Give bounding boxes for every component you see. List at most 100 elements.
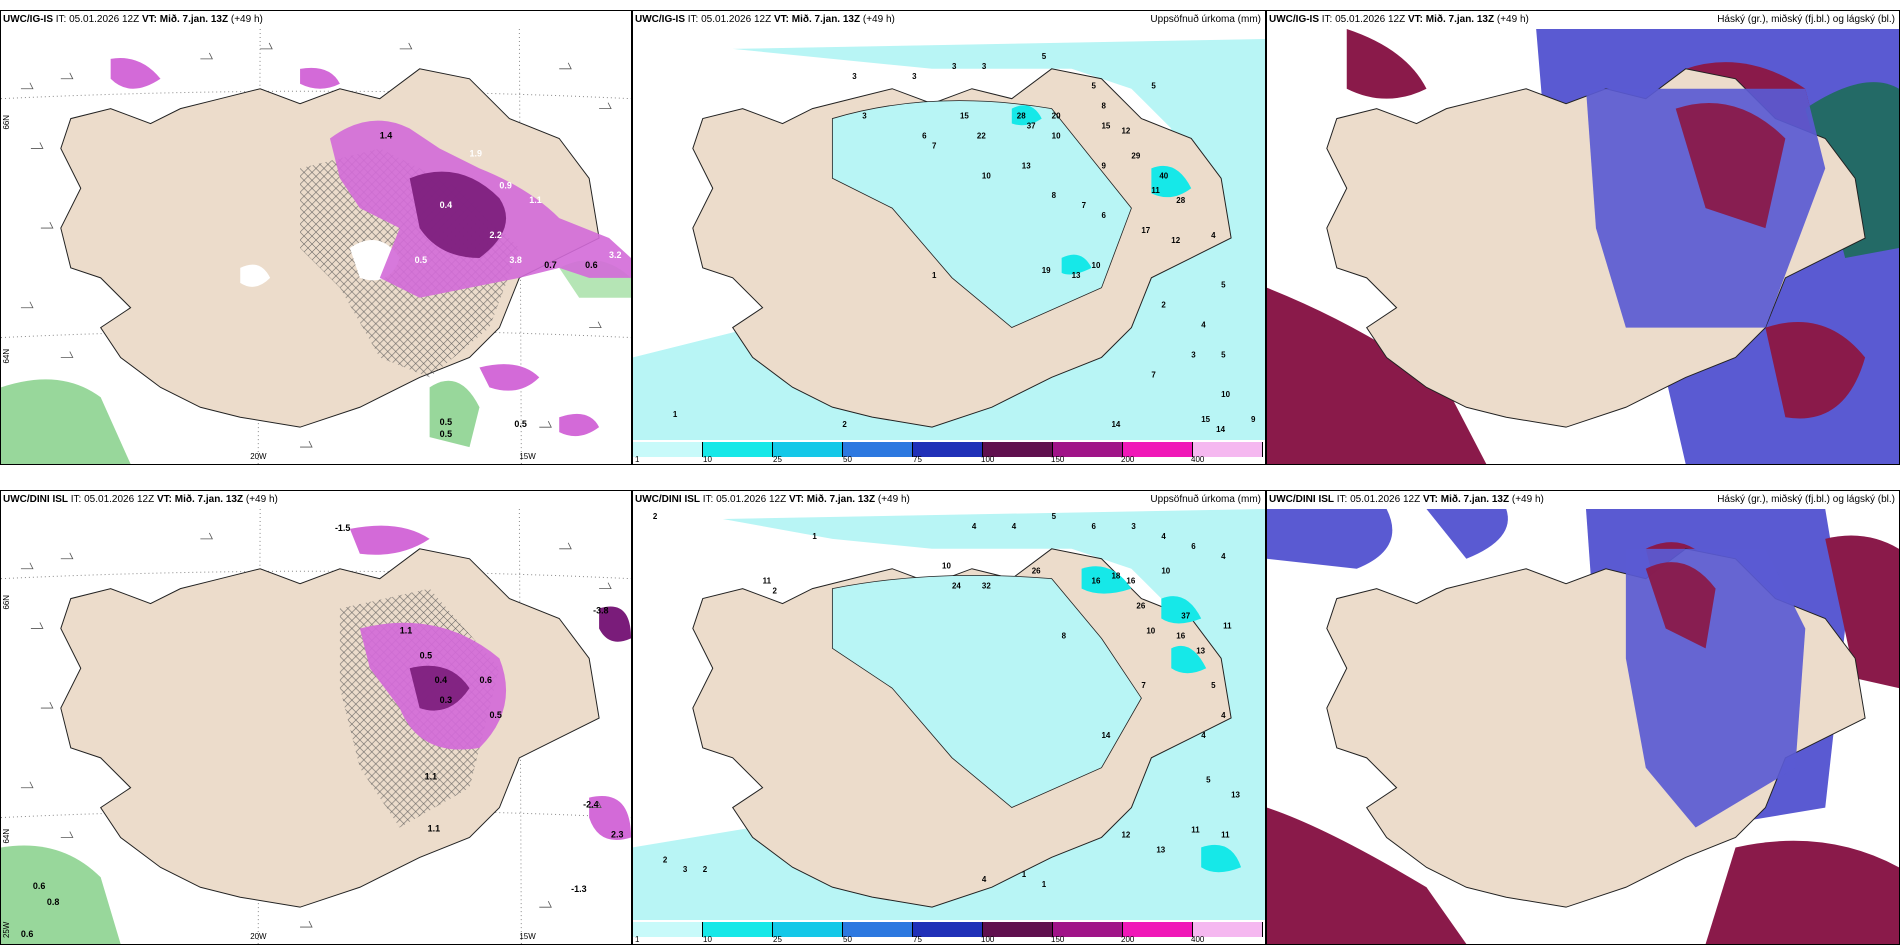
- colorbar-swatch: [983, 442, 1053, 457]
- precip-numbers: 2 1 4 4 5 6 3 4 6 4 11 2 10 24 32 26 16 …: [653, 512, 1241, 889]
- svg-text:1: 1: [932, 271, 937, 280]
- mslp-value: 0.5: [415, 255, 427, 265]
- colorbar-swatch: [843, 922, 913, 937]
- model-name: UWC/DINI ISL: [635, 494, 700, 505]
- precip-numbers: 3 3 3 5 3 5 3 8 6 7 5 28 20 37 22 15 15 …: [673, 52, 1256, 434]
- it-value: 05.01.2026 12Z: [701, 14, 772, 25]
- svg-text:8: 8: [1052, 191, 1057, 200]
- svg-text:5: 5: [1092, 82, 1097, 91]
- header-r2-cloud: UWC/DINI ISL IT: 05.01.2026 12Z VT: Mið.…: [1267, 491, 1899, 509]
- colorbar-swatch: [633, 922, 703, 937]
- svg-text:4: 4: [1161, 532, 1166, 541]
- header-r1-cloud: UWC/IG-IS IT: 05.01.2026 12Z VT: Mið. 7.…: [1267, 11, 1899, 29]
- cloud-title: Háský (gr.), miðský (fj.bl.) og lágský (…: [1717, 494, 1895, 505]
- colorbar-swatch: [1193, 442, 1263, 457]
- vt-label: VT:: [141, 14, 157, 25]
- colorbar-swatch: [983, 922, 1053, 937]
- colorbar-label: 1: [635, 935, 640, 944]
- mslp-value: 0.4: [440, 200, 452, 210]
- svg-text:10: 10: [982, 171, 991, 180]
- mslp-value: -2.4: [583, 800, 598, 810]
- precip-title: Uppsöfnuð úrkoma (mm): [1150, 14, 1261, 25]
- svg-text:16: 16: [1176, 631, 1185, 640]
- colorbar-label: 25: [773, 455, 782, 464]
- mslp-value: 3.2: [609, 250, 621, 260]
- svg-text:22: 22: [977, 131, 986, 140]
- it-label: IT:: [702, 494, 714, 505]
- model-name: UWC/DINI ISL: [1269, 494, 1334, 505]
- mslp-value: 1.1: [428, 824, 440, 834]
- svg-text:4: 4: [1012, 522, 1017, 531]
- svg-text:11: 11: [1191, 825, 1200, 834]
- svg-text:1: 1: [812, 532, 817, 541]
- colorbar-label: 10: [703, 935, 712, 944]
- svg-text:3: 3: [912, 72, 917, 81]
- svg-text:4: 4: [1221, 711, 1226, 720]
- svg-text:4: 4: [972, 522, 977, 531]
- panel-r1-mslp: UWC/IG-IS IT: 05.01.2026 12Z VT: Mið. 7.…: [0, 10, 632, 465]
- svg-text:2: 2: [703, 865, 708, 874]
- svg-text:14: 14: [1111, 420, 1120, 429]
- lead-time: (+49 h): [245, 494, 278, 505]
- svg-text:2: 2: [773, 587, 778, 596]
- vt-label: VT:: [1422, 494, 1438, 505]
- svg-text:6: 6: [1102, 211, 1107, 220]
- colorbar-swatch: [1053, 922, 1123, 937]
- vt-value: Mið. 7.jan. 13Z: [174, 494, 244, 505]
- colorbar-label: 400: [1191, 935, 1205, 944]
- it-label: IT:: [1321, 14, 1333, 25]
- colorbar-label: 50: [843, 455, 852, 464]
- lead-time: (+49 h): [230, 14, 263, 25]
- mslp-value: 1.9: [470, 148, 482, 158]
- svg-text:26: 26: [1032, 567, 1041, 576]
- svg-text:5: 5: [1052, 512, 1057, 521]
- it-label: IT:: [55, 14, 67, 25]
- colorbar-swatch: [703, 442, 773, 457]
- svg-text:11: 11: [1223, 621, 1232, 630]
- vt-value: Mið. 7.jan. 13Z: [806, 494, 876, 505]
- svg-text:5: 5: [1211, 681, 1216, 690]
- svg-text:13: 13: [1231, 791, 1240, 800]
- mslp-value: 1.1: [425, 772, 437, 782]
- svg-text:8: 8: [1102, 102, 1107, 111]
- svg-text:2: 2: [653, 512, 658, 521]
- svg-text:13: 13: [1196, 646, 1205, 655]
- svg-text:10: 10: [942, 562, 951, 571]
- model-name: UWC/IG-IS: [1269, 14, 1319, 25]
- mslp-value: 0.6: [21, 929, 33, 939]
- svg-text:26: 26: [1136, 602, 1145, 611]
- svg-text:5: 5: [1221, 350, 1226, 359]
- vt-value: Mið. 7.jan. 13Z: [1440, 494, 1510, 505]
- mslp-value: 0.5: [489, 710, 501, 720]
- svg-text:1: 1: [1022, 870, 1027, 879]
- colorbar-swatch: [1123, 922, 1193, 937]
- panel-r2-mslp: UWC/DINI ISL IT: 05.01.2026 12Z VT: Mið.…: [0, 490, 632, 945]
- svg-text:10: 10: [1221, 390, 1230, 399]
- svg-text:3: 3: [1131, 522, 1136, 531]
- it-value: 05.01.2026 12Z: [1335, 14, 1406, 25]
- map-r1-cloud: [1267, 29, 1899, 464]
- colorbar-r2: 1 10 25 50 75 100 150 200 400: [633, 920, 1265, 944]
- cloud-title: Háský (gr.), miðský (fj.bl.) og lágský (…: [1717, 14, 1895, 25]
- mslp-value: 0.5: [514, 419, 526, 429]
- mslp-value: 2.2: [489, 230, 501, 240]
- vt-label: VT:: [788, 494, 804, 505]
- svg-text:1: 1: [1042, 880, 1047, 889]
- svg-text:10: 10: [1092, 261, 1101, 270]
- svg-text:2: 2: [663, 855, 668, 864]
- svg-text:4: 4: [1211, 231, 1216, 240]
- svg-text:14: 14: [1102, 731, 1111, 740]
- panel-r2-cloud: UWC/DINI ISL IT: 05.01.2026 12Z VT: Mið.…: [1266, 490, 1900, 945]
- svg-text:15: 15: [1201, 415, 1210, 424]
- colorbar-swatch: [913, 442, 983, 457]
- precip-title: Uppsöfnuð úrkoma (mm): [1150, 494, 1261, 505]
- panel-r1-cloud: UWC/IG-IS IT: 05.01.2026 12Z VT: Mið. 7.…: [1266, 10, 1900, 465]
- colorbar-label: 1: [635, 455, 640, 464]
- mslp-value: 2.3: [611, 829, 623, 839]
- header-r2-precip: UWC/DINI ISL IT: 05.01.2026 12Z VT: Mið.…: [633, 491, 1265, 509]
- lat-label: 66N: [2, 115, 11, 130]
- mslp-value: 0.9: [499, 180, 511, 190]
- lon-label: 20W: [250, 452, 267, 461]
- mslp-value: 0.3: [440, 695, 452, 705]
- svg-text:2: 2: [1161, 301, 1166, 310]
